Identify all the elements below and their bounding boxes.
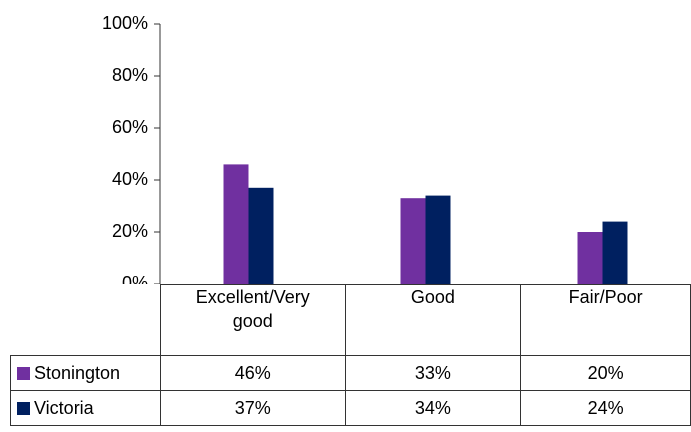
value-cell: 46% [159, 355, 346, 391]
y-tick-label: 60% [112, 117, 148, 137]
blank-cell [10, 284, 161, 356]
category-cell: Good [344, 284, 522, 356]
value-cell: 34% [344, 390, 522, 426]
category-cell: Excellent/Very good [159, 284, 346, 356]
series-row: Victoria 37% 34% 24% [10, 390, 691, 426]
legend-label: Stonington [34, 362, 121, 383]
header-row: Excellent/Very good Good Fair/Poor [10, 284, 691, 356]
y-tick-label: 0% [122, 273, 148, 284]
legend-swatch [17, 366, 30, 380]
value-cell: 37% [159, 390, 346, 426]
x-tick-label: Good [410, 287, 455, 307]
y-tick-label: 20% [112, 221, 148, 241]
value-cell: 24% [520, 390, 691, 426]
value-cell: 33% [344, 355, 522, 391]
table-body: Excellent/Very good Good Fair/Poor Stoningt… [10, 284, 691, 426]
bar [602, 221, 628, 284]
legend-cell: Stonington [10, 355, 161, 391]
bar [400, 198, 426, 284]
bar [248, 187, 274, 284]
legend-label: Victoria [34, 397, 94, 418]
bar [425, 195, 451, 284]
bar [577, 232, 603, 284]
x-tick-label: Fair/Poor [568, 287, 643, 307]
legend-swatch [17, 401, 30, 415]
value-cell: 20% [520, 355, 691, 391]
y-tick-label: 100% [102, 13, 148, 33]
y-tick-label: 80% [112, 65, 148, 85]
bar [223, 164, 249, 284]
category-cell: Fair/Poor [520, 284, 691, 356]
legend-cell: Victoria [10, 390, 161, 426]
y-tick-label: 40% [112, 169, 148, 189]
chart: 0% 20% 40% 60% 80% 100% [102, 13, 628, 284]
x-tick-label: Excellent/Very good [195, 287, 310, 331]
data-table: Excellent/Very good Good Fair/Poor Stoningt… [10, 284, 691, 426]
series-row: Stonington 46% 33% 20% [10, 355, 691, 391]
